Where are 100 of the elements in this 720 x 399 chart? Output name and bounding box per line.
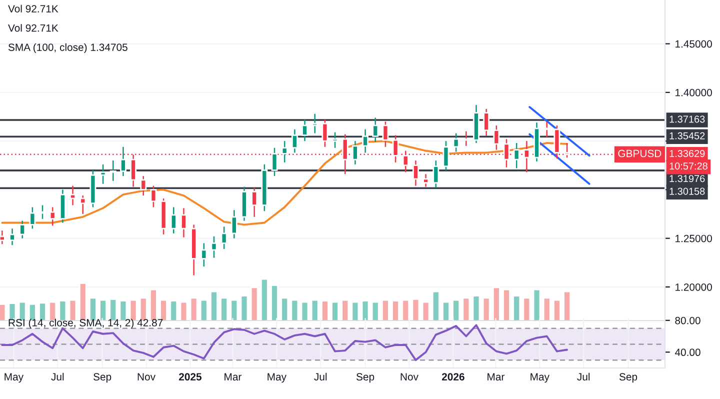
x-tick-label: May (530, 373, 550, 383)
candlestick (513, 142, 520, 169)
candlestick (544, 120, 550, 138)
y-tick-label: 1.20000 (676, 283, 712, 291)
bar (482, 297, 490, 321)
candlestick (49, 206, 56, 226)
candlestick (271, 147, 278, 177)
x-tick-label: Sep (356, 373, 374, 383)
x-tick-label: Sep (94, 373, 112, 383)
ref-line-label: 1.35452 (670, 132, 705, 140)
bar (260, 279, 268, 321)
candlestick (302, 119, 308, 142)
candlestick (200, 242, 208, 268)
candlestick (483, 108, 490, 137)
bar (422, 301, 430, 321)
bar (8, 302, 16, 321)
bar (341, 299, 350, 321)
candlestick (462, 130, 470, 147)
candlestick (372, 117, 379, 143)
bar (382, 299, 390, 321)
candlestick (220, 226, 228, 250)
bar (89, 297, 97, 321)
annotation: RSI (14, close, SMA, 14, 2) 42.87 (8, 318, 163, 328)
bar (522, 297, 531, 321)
candlestick (9, 228, 16, 246)
candlestick (150, 185, 157, 208)
bar (119, 300, 128, 321)
candlestick (80, 194, 86, 215)
candlestick (412, 160, 419, 186)
y-tick-label: 1.45000 (676, 40, 712, 48)
bar (170, 300, 178, 321)
bar (552, 299, 561, 321)
candlestick (352, 140, 358, 166)
candlestick (170, 206, 177, 234)
bar (190, 297, 198, 321)
annotation: SMA (100, close) 1.34705 (8, 43, 128, 54)
ref-line-label: 1.31976 (670, 175, 705, 182)
bar (361, 300, 370, 321)
candlestick (140, 175, 147, 196)
candlestick (382, 120, 389, 148)
bar (230, 299, 238, 321)
candlestick (493, 124, 500, 150)
candlestick (281, 140, 288, 164)
bar (290, 299, 299, 321)
x-tick-label: Jul (314, 372, 327, 381)
x-tick-label: Nov (400, 373, 418, 381)
candlestick (39, 204, 46, 220)
bar (321, 300, 329, 321)
candlestick (362, 128, 368, 154)
bar (139, 297, 148, 321)
bar (200, 299, 208, 321)
annotation: Vol 92.71K (8, 24, 58, 32)
bar (78, 282, 87, 321)
x-tick-label: Mar (224, 373, 242, 381)
candlestick (29, 206, 36, 230)
annotation: GBPUSD (618, 150, 662, 158)
candlestick (312, 113, 318, 134)
candlestick (100, 164, 106, 184)
bar (462, 297, 470, 321)
x-tick-label: Nov (138, 373, 156, 381)
x-tick-label: 2025 (178, 373, 202, 381)
ref-line-label: 1.30158 (670, 188, 705, 195)
y-tick-label: 1.40000 (676, 88, 712, 96)
x-tick-label: May (4, 373, 24, 383)
bar (99, 299, 107, 321)
candlestick (332, 132, 338, 148)
candlestick (19, 220, 26, 239)
bar (492, 286, 500, 321)
y-tick-label: 80.00 (675, 316, 700, 324)
bar (412, 298, 420, 321)
x-tick-label: Jul (51, 372, 64, 381)
bar (402, 299, 410, 321)
bar (150, 288, 158, 321)
candlestick (422, 173, 430, 188)
bar (512, 295, 521, 321)
bar (300, 301, 309, 321)
bar (392, 300, 400, 321)
x-tick-label: Mar (488, 373, 504, 381)
candlestick (251, 187, 258, 218)
ref-line-label: 1.37163 (670, 116, 705, 123)
bar (532, 288, 541, 321)
bar (280, 297, 289, 321)
ref-line-label: 1.33629 (670, 150, 705, 158)
bar (442, 301, 450, 321)
candlestick (70, 185, 76, 206)
x-tick-label: Jul (577, 372, 590, 381)
x-tick-label: May (268, 373, 286, 383)
candlestick (322, 119, 328, 148)
bar (502, 288, 510, 321)
bar (18, 301, 26, 321)
candlestick (432, 160, 440, 188)
candlestick (230, 209, 238, 239)
candlestick (291, 128, 298, 154)
bar (180, 301, 188, 321)
x-tick-label: Sep (619, 373, 638, 383)
candlestick (0, 230, 6, 245)
bar (160, 299, 168, 321)
bar (371, 301, 380, 321)
candlestick (110, 160, 116, 182)
y-tick-label: 1.25000 (676, 234, 712, 242)
